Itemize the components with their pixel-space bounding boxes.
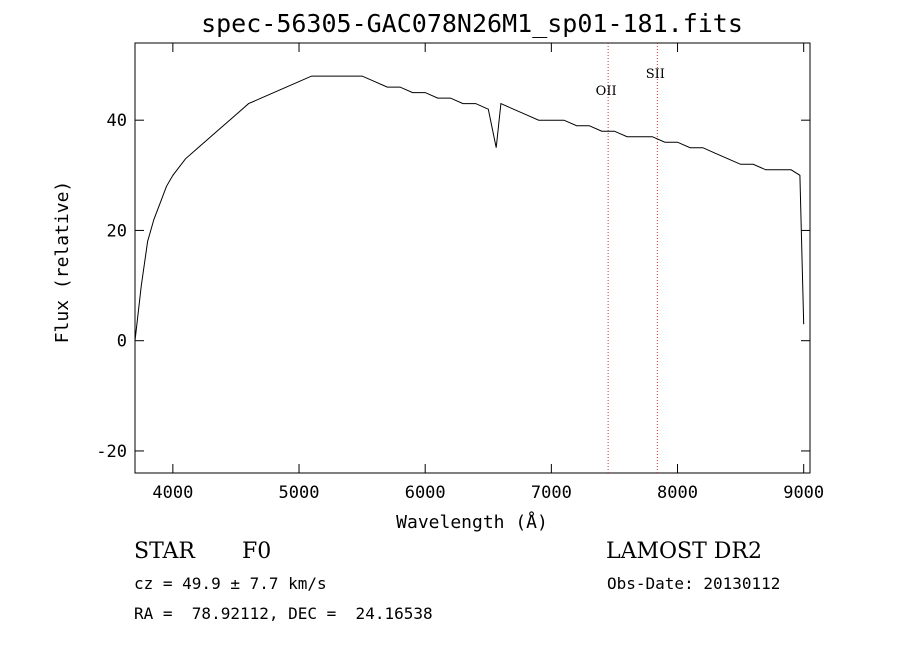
line-marker-label: OII xyxy=(596,84,617,99)
survey-name: LAMOST DR2 xyxy=(606,539,762,564)
x-axis-label: Wavelength (Å) xyxy=(396,511,548,533)
y-tick-label: 20 xyxy=(107,221,127,241)
y-axis-label: Flux (relative) xyxy=(52,181,73,344)
x-tick-label: 5000 xyxy=(279,483,320,503)
object-subclass: F0 xyxy=(242,539,272,564)
x-tick-label: 4000 xyxy=(152,483,193,503)
y-tick-label: -20 xyxy=(96,442,127,462)
line-marker-label: SII xyxy=(646,67,665,82)
obs-date: Obs-Date: 20130112 xyxy=(607,574,781,593)
y-tick-label: 0 xyxy=(117,332,127,352)
y-tick-label: 40 xyxy=(107,111,127,131)
x-tick-label: 9000 xyxy=(783,483,824,503)
x-tick-label: 6000 xyxy=(405,483,446,503)
redshift-cz: cz = 49.9 ± 7.7 km/s xyxy=(134,574,327,593)
coordinates: RA = 78.92112, DEC = 24.16538 xyxy=(134,604,433,623)
x-tick-label: 8000 xyxy=(657,483,698,503)
plot-frame xyxy=(134,42,811,474)
chart-title: spec-56305-GAC078N26M1_sp01-181.fits xyxy=(201,9,743,38)
x-tick-label: 7000 xyxy=(531,483,572,503)
spectrum-line xyxy=(134,75,805,341)
line-markers: OII SII xyxy=(596,43,665,473)
object-type: STAR xyxy=(134,539,195,564)
axis-ticks: 4000 5000 6000 7000 8000 9000 -20 0 20 40 xyxy=(96,43,824,503)
